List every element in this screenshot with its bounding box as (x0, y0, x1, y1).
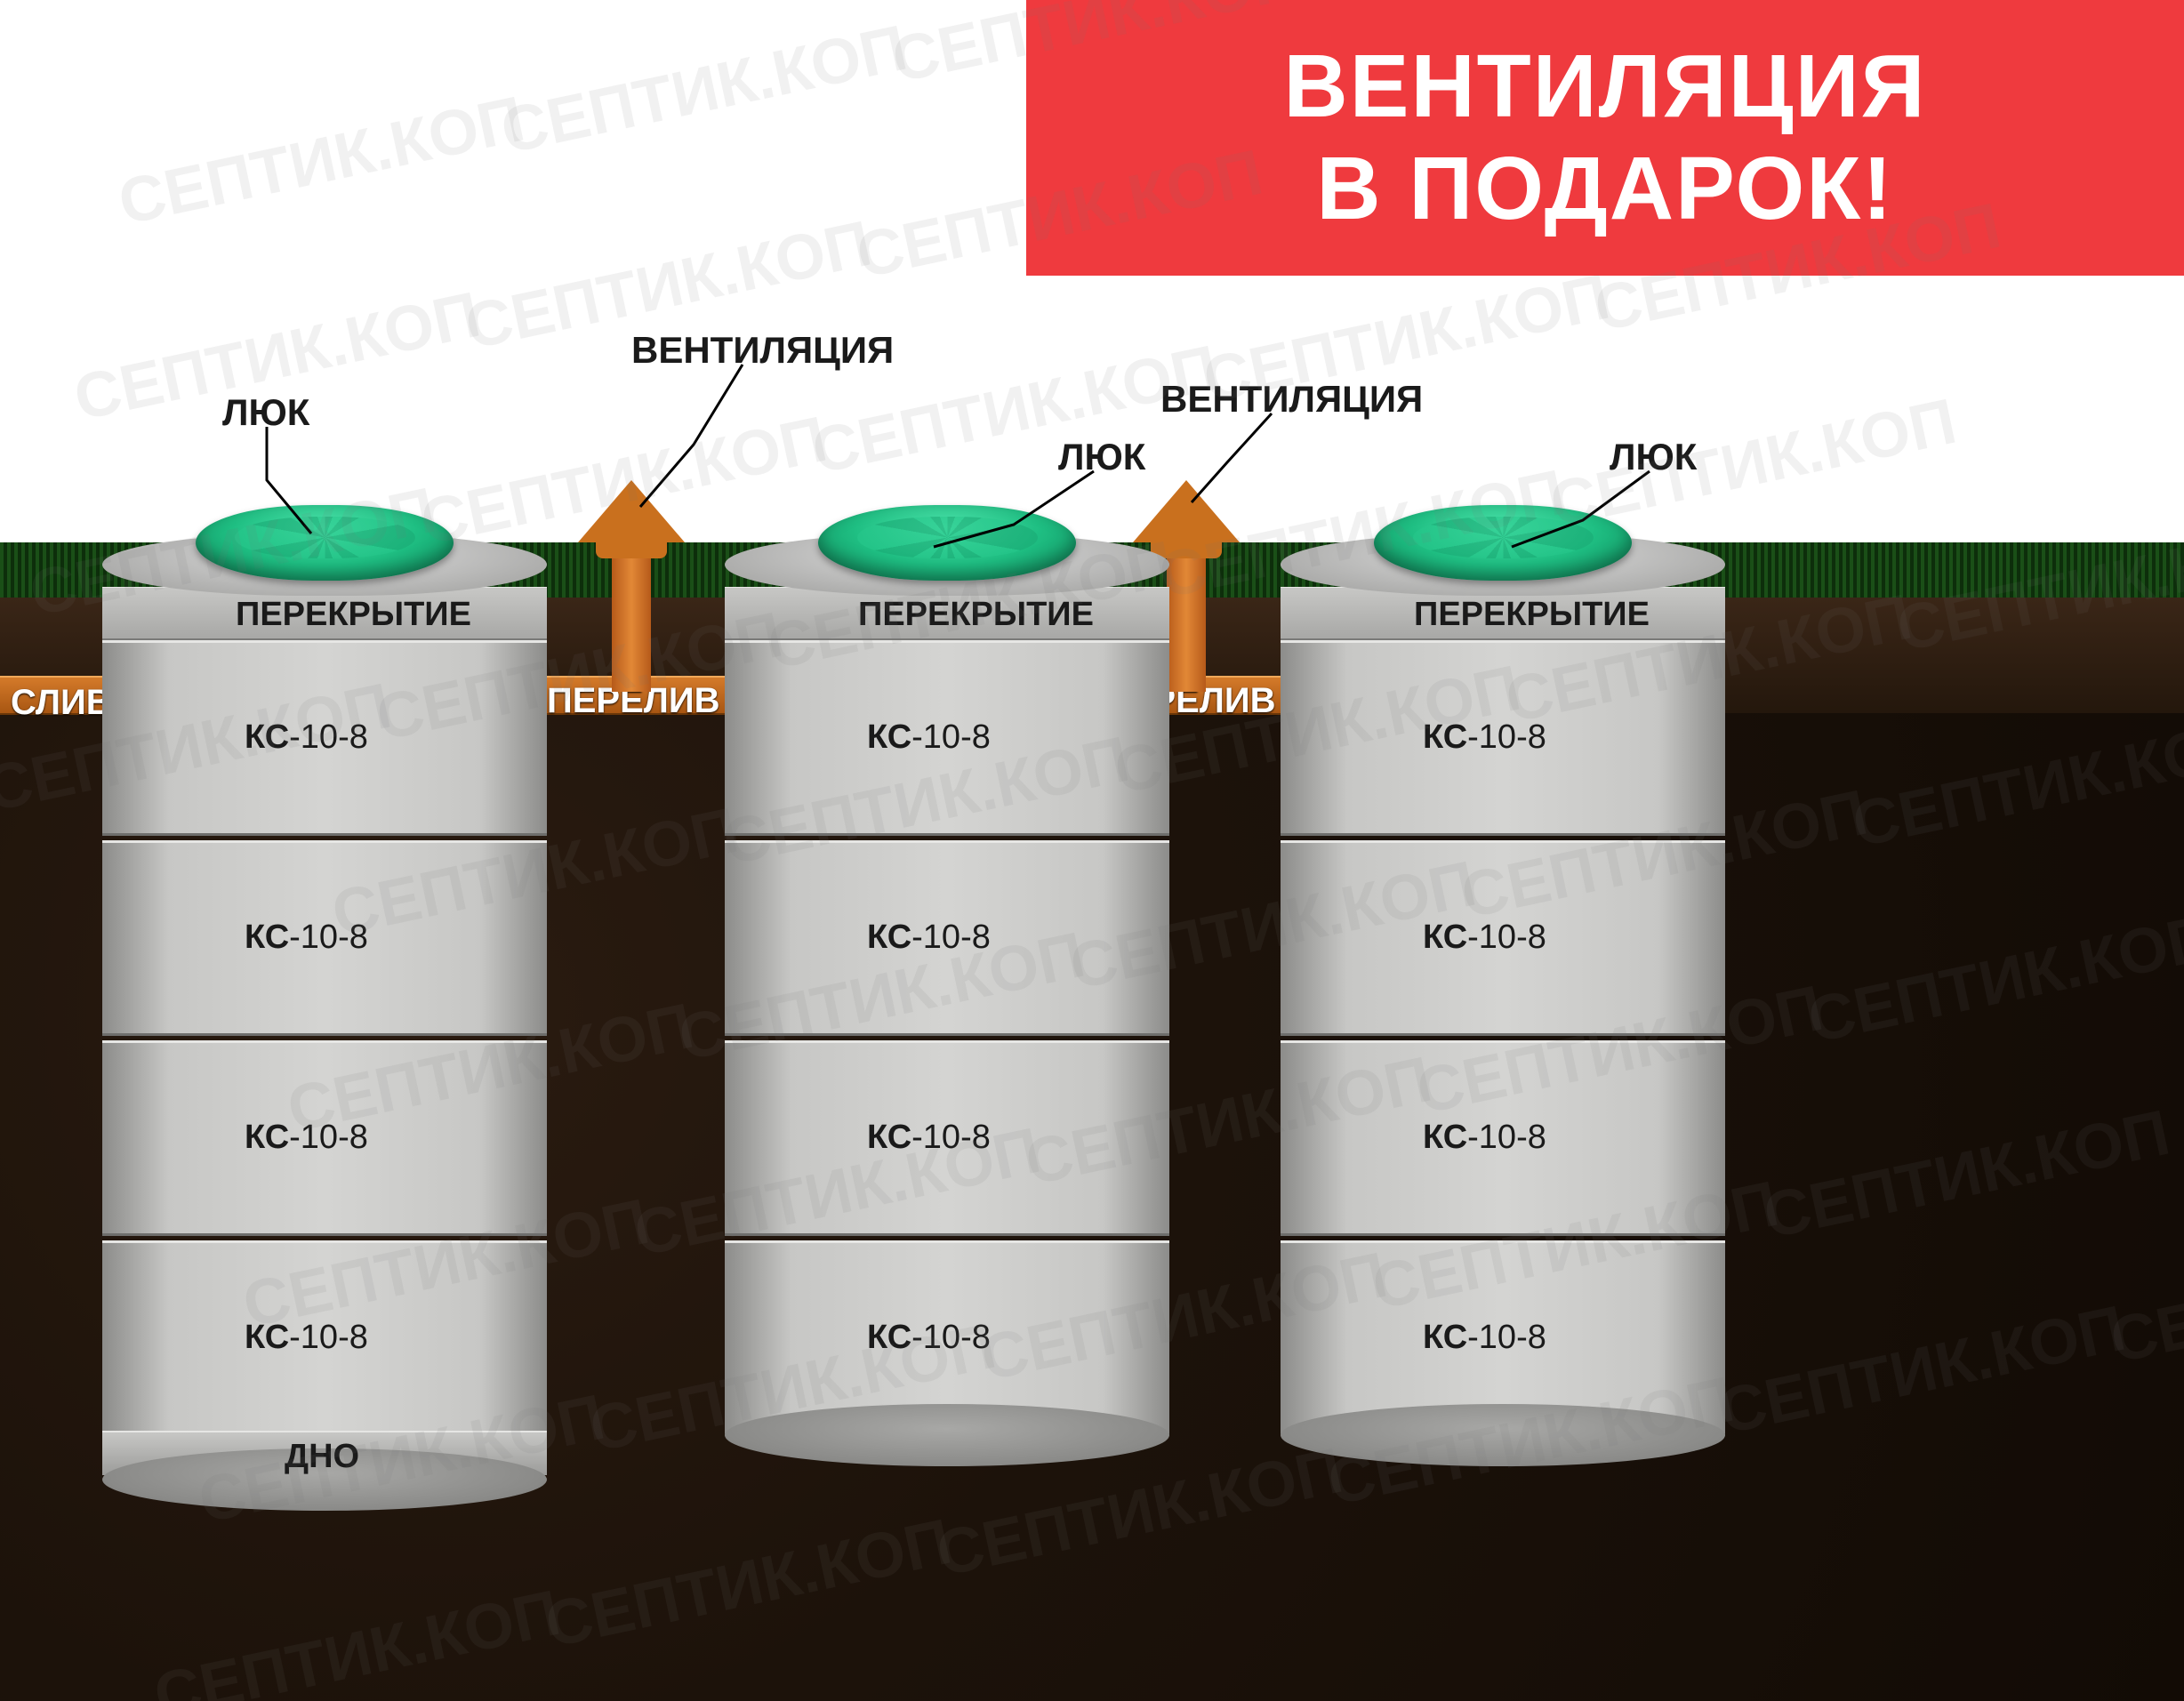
ring-label-2-3: КС-10-8 (1423, 1319, 1546, 1357)
well-1: КС-10-8 КС-10-8 КС-10-8 КС-10-8 ПЕРЕКРЫТИЕ (725, 560, 1169, 1538)
ring-label-0-0: КС-10-8 (245, 718, 368, 757)
vent-stack-0 (612, 558, 651, 692)
vent-cap-0 (578, 480, 685, 542)
cover-label-0: ПЕРЕКРЫТИЕ (236, 596, 471, 634)
ring-label-2-0: КС-10-8 (1423, 718, 1546, 757)
bottom-ellipse-1 (725, 1404, 1169, 1466)
cover-label-2: ПЕРЕКРЫТИЕ (1414, 596, 1650, 634)
callout-luk1: ЛЮК (222, 391, 309, 434)
watermark: СЕПТИК.КОП (495, 12, 913, 169)
vent-cap-1 (1133, 480, 1240, 542)
banner-line2: В ПОДАРОК! (1316, 138, 1893, 240)
ring-label-2-1: КС-10-8 (1423, 919, 1546, 957)
cover-label-1: ПЕРЕКРЫТИЕ (858, 596, 1094, 634)
ring-label-1-2: КС-10-8 (867, 1119, 991, 1157)
bottom-label-0: ДНО (285, 1438, 359, 1476)
ring-label-1-0: КС-10-8 (867, 718, 991, 757)
well-2: КС-10-8 КС-10-8 КС-10-8 КС-10-8 ПЕРЕКРЫТИЕ (1281, 560, 1725, 1538)
ring-label-1-1: КС-10-8 (867, 919, 991, 957)
callout-vent1: ВЕНТИЛЯЦИЯ (631, 329, 894, 372)
hatch-2 (1374, 505, 1632, 581)
pipe-label-sliv: СЛИВ (11, 683, 112, 723)
vent-stack-1 (1167, 558, 1206, 692)
bottom-ellipse-2 (1281, 1404, 1725, 1466)
hatch-0 (196, 505, 454, 581)
ring-label-2-2: КС-10-8 (1423, 1119, 1546, 1157)
ring-label-1-3: КС-10-8 (867, 1319, 991, 1357)
watermark: СЕПТИК.КОП (113, 83, 531, 240)
callout-vent2: ВЕНТИЛЯЦИЯ (1160, 378, 1423, 421)
watermark: СЕПТИК.КОП (1545, 385, 1963, 542)
ring-label-0-3: КС-10-8 (245, 1319, 368, 1357)
banner-line1: ВЕНТИЛЯЦИЯ (1284, 36, 1927, 138)
septic-diagram: СЛИВПЕРЕЛИВПЕРЕЛИВКС-10-8КС-10-8КС-10-8К… (0, 0, 2184, 1701)
callout-luk2: ЛЮК (1058, 436, 1145, 478)
callout-luk3: ЛЮК (1610, 436, 1697, 478)
hatch-1 (818, 505, 1076, 581)
ring-label-0-2: КС-10-8 (245, 1119, 368, 1157)
well-0: КС-10-8 КС-10-8 КС-10-8 КС-10-8 ДНО ПЕРЕКРЫТИ… (102, 560, 547, 1538)
promo-banner: ВЕНТИЛЯЦИЯВ ПОДАРОК! (1026, 0, 2184, 276)
ring-label-0-1: КС-10-8 (245, 919, 368, 957)
